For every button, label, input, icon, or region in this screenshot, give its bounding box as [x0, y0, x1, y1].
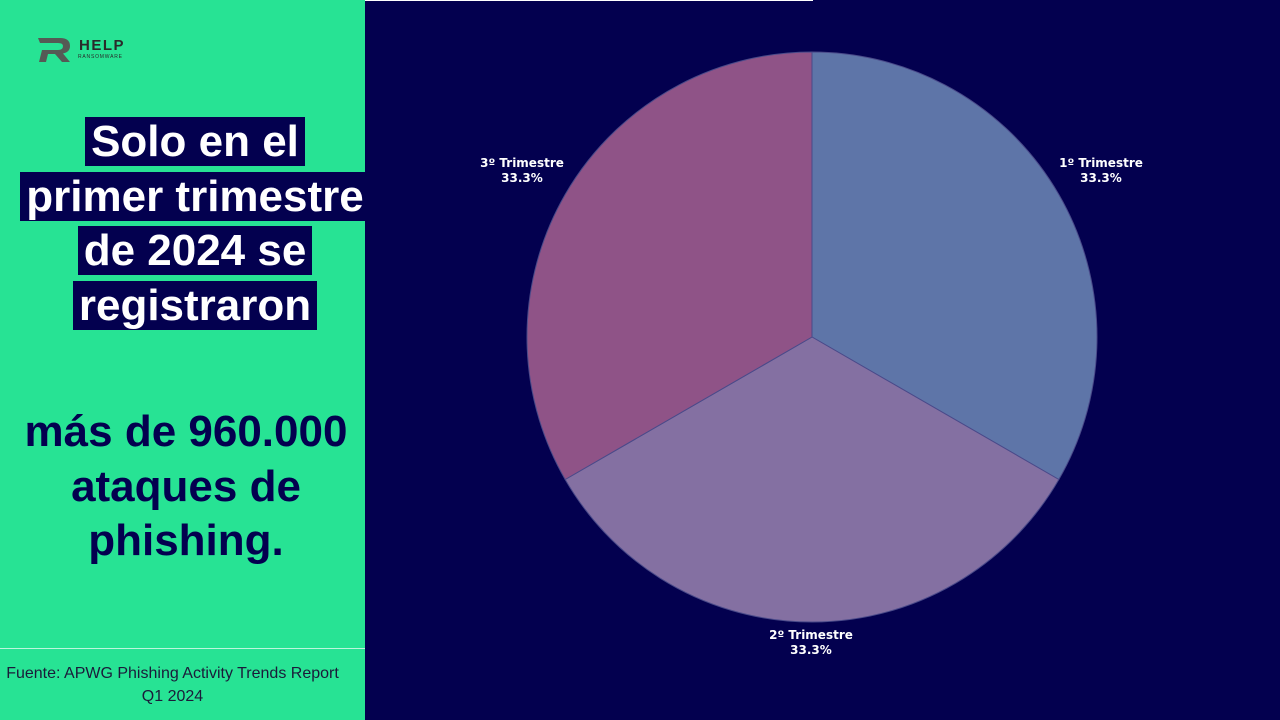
stat-text: más de 960.000 ataques de phishing.	[24, 407, 348, 565]
slice-pct-2: 33.3%	[790, 643, 832, 657]
pie-slice-2	[564, 336, 1060, 623]
slice-pct-1: 33.3%	[1080, 171, 1122, 185]
left-panel: HELP RANSOMWARE Solo en el primer trimes…	[0, 0, 370, 720]
headline: Solo en el primer trimestre de 2024 se r…	[20, 115, 370, 333]
logo-r-icon	[38, 38, 70, 62]
help-ransomware-logo: HELP RANSOMWARE	[36, 34, 146, 66]
source-note: Fuente: APWG Phishing Activity Trends Re…	[6, 665, 339, 705]
logo-subtext: RANSOMWARE	[78, 54, 123, 60]
pie-slice-1	[811, 51, 1098, 481]
headline-text: Solo en el primer trimestre de 2024 se r…	[20, 117, 370, 330]
slice-label-2: 2º Trimestre	[769, 628, 853, 642]
top-rule	[365, 0, 813, 1]
pie-slice-3	[526, 51, 813, 481]
slice-pct-3: 33.3%	[501, 171, 543, 185]
slice-label-3: 3º Trimestre	[480, 156, 564, 170]
logo-word: HELP	[79, 37, 126, 54]
slice-label-1: 1º Trimestre	[1059, 156, 1143, 170]
divider	[0, 648, 365, 649]
